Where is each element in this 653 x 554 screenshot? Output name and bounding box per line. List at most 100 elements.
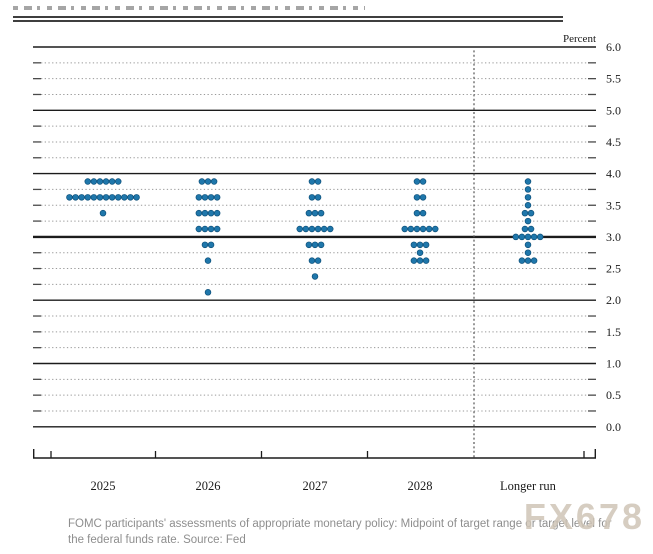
- projection-dot: [314, 225, 322, 233]
- projection-dot: [524, 217, 532, 225]
- projection-dot: [527, 209, 535, 217]
- projection-dot: [305, 209, 313, 217]
- y-axis-tick-label: 4.0: [606, 167, 621, 181]
- projection-dot: [432, 225, 439, 233]
- projection-dot: [296, 225, 304, 233]
- projection-dot: [201, 241, 209, 249]
- projection-dot: [308, 178, 316, 185]
- projection-dot: [524, 233, 532, 241]
- y-axis-tick-label: 6.0: [606, 40, 621, 54]
- projection-dot: [413, 225, 421, 233]
- projection-dot: [96, 178, 104, 185]
- projection-dot: [102, 178, 110, 185]
- projection-dot: [210, 178, 218, 185]
- x-axis-category-label: 2027: [303, 479, 328, 493]
- projection-dot: [207, 225, 215, 233]
- y-axis-tick-label: 4.5: [606, 135, 621, 149]
- projection-dot: [314, 257, 322, 264]
- projection-dot: [305, 241, 313, 249]
- projection-dot: [213, 225, 221, 233]
- projection-dot: [317, 209, 325, 217]
- y-axis-tick-label: 5.0: [606, 103, 621, 117]
- x-axis-category-label: Longer run: [500, 479, 557, 493]
- projection-dot: [524, 186, 532, 193]
- x-axis-category-label: 2028: [408, 479, 433, 493]
- projection-dot: [308, 225, 316, 233]
- projection-dot: [524, 194, 532, 201]
- chart-caption: FOMC participants' assessments of approp…: [68, 518, 612, 546]
- projection-dot: [114, 178, 122, 185]
- projection-dot: [327, 225, 334, 233]
- projection-dot: [314, 178, 322, 185]
- projection-dot: [317, 241, 325, 249]
- projection-dot: [302, 225, 310, 233]
- projection-dot: [108, 178, 116, 185]
- projection-dot: [308, 257, 316, 264]
- projection-dot: [96, 194, 104, 201]
- projection-dot: [213, 209, 221, 217]
- projection-dot: [311, 209, 319, 217]
- x-axis-category-label: 2026: [196, 479, 221, 493]
- y-axis-tick-label: 1.0: [606, 357, 621, 371]
- projection-dot: [530, 257, 538, 264]
- projection-dot: [518, 257, 526, 264]
- projection-dot: [114, 194, 122, 201]
- projection-dot: [536, 233, 544, 241]
- projection-dot: [416, 249, 424, 256]
- projection-dot: [419, 225, 427, 233]
- projection-dot: [207, 209, 215, 217]
- y-axis-tick-label: 0.5: [606, 388, 621, 402]
- projection-dot: [78, 194, 85, 201]
- projection-dot: [108, 194, 116, 201]
- projection-dot: [66, 194, 73, 201]
- projection-dot: [213, 194, 221, 201]
- y-axis-tick-label: 5.5: [606, 72, 621, 86]
- header-double-rule: [13, 16, 563, 22]
- projection-dot: [422, 257, 430, 264]
- projection-dot: [90, 178, 98, 185]
- projection-dot: [413, 178, 421, 185]
- y-axis-tick-label: 0.0: [606, 420, 621, 434]
- projection-dot: [512, 233, 520, 241]
- projection-dot: [195, 194, 203, 201]
- projection-dot: [530, 233, 538, 241]
- projection-dot: [204, 289, 212, 296]
- y-axis-tick-label: 3.5: [606, 198, 621, 212]
- projection-dot: [195, 225, 203, 233]
- projection-dot: [311, 241, 319, 249]
- projection-dot: [201, 194, 209, 201]
- projection-dot: [311, 273, 319, 280]
- projection-dot: [195, 209, 203, 217]
- projection-dot: [72, 194, 79, 201]
- projection-dot: [198, 178, 206, 185]
- projection-dot: [201, 225, 209, 233]
- projection-dot: [413, 194, 421, 201]
- projection-dot: [84, 178, 91, 185]
- projection-dot: [524, 202, 532, 209]
- y-axis-tick-label: 2.0: [606, 293, 621, 307]
- x-axis-category-label: 2025: [91, 479, 116, 493]
- projection-dot: [207, 241, 215, 249]
- projection-dot: [102, 194, 110, 201]
- clipped-header-text-remnant: [13, 6, 365, 10]
- projection-dot: [518, 233, 526, 241]
- projection-dot: [425, 225, 433, 233]
- projection-dot: [521, 209, 529, 217]
- projection-dot: [201, 209, 209, 217]
- projection-dot: [133, 194, 140, 201]
- projection-dot: [419, 209, 427, 217]
- projection-dot: [419, 178, 427, 185]
- projection-dot: [84, 194, 91, 201]
- projection-dot: [413, 209, 421, 217]
- y-axis-tick-label: 3.0: [606, 230, 621, 244]
- projection-dot: [99, 209, 107, 217]
- projection-dot: [314, 194, 322, 201]
- projection-dot: [524, 241, 532, 249]
- projection-dot: [90, 194, 98, 201]
- watermark: FX678: [523, 496, 645, 537]
- projection-dot: [410, 257, 418, 264]
- projection-dot: [407, 225, 415, 233]
- projection-dot: [207, 194, 215, 201]
